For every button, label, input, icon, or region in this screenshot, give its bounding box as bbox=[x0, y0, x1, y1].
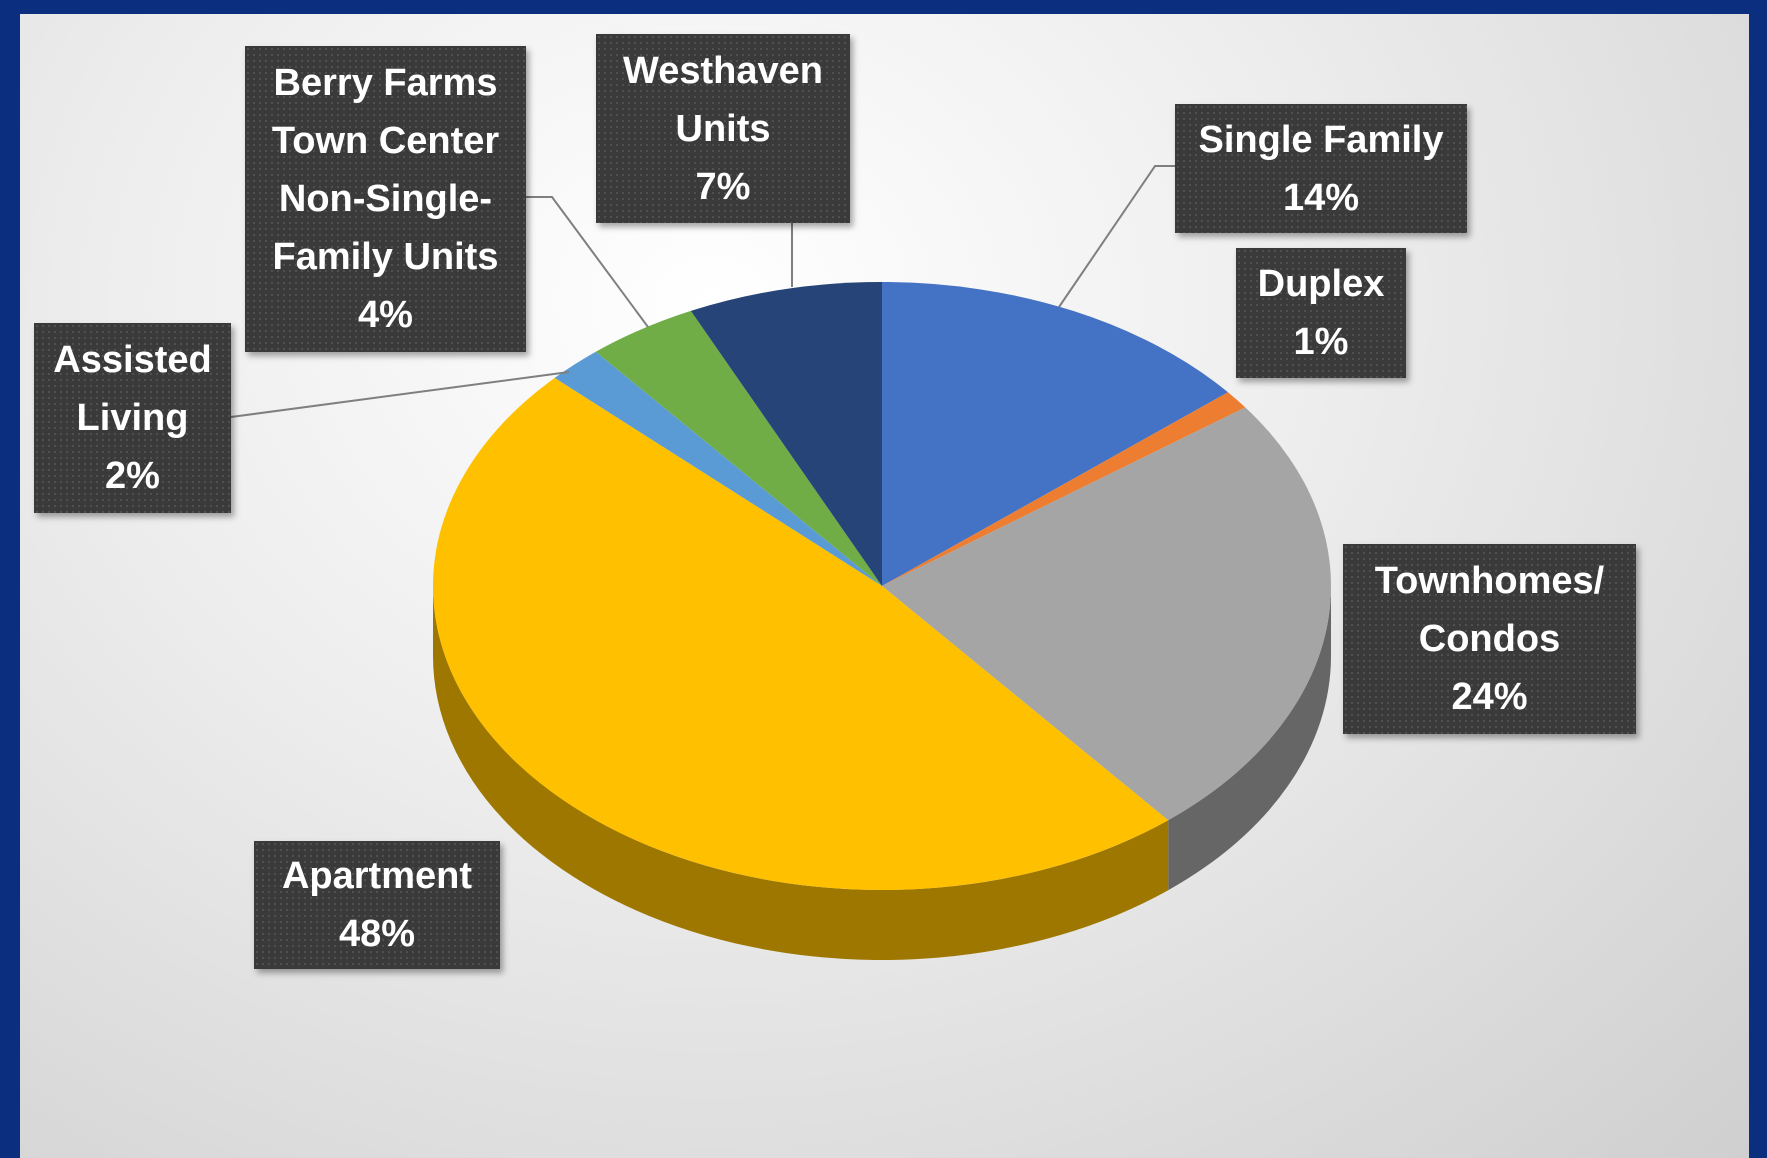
leader-line bbox=[1058, 165, 1175, 308]
leader-line bbox=[230, 371, 570, 418]
data-label: Townhomes/ Condos 24% bbox=[1343, 544, 1636, 734]
label-name: Apartment bbox=[281, 855, 473, 897]
label-name: Townhomes/ Condos bbox=[1374, 560, 1605, 660]
data-label: Assisted Living 2% bbox=[34, 323, 231, 513]
data-label: Single Family 14% bbox=[1175, 104, 1467, 233]
data-label: Duplex 1% bbox=[1236, 248, 1406, 378]
label-name: Duplex bbox=[1257, 263, 1385, 305]
leader-line bbox=[526, 196, 649, 328]
label-value: 14% bbox=[1282, 176, 1360, 219]
label-value: 4% bbox=[358, 294, 413, 336]
data-label: Westhaven Units 7% bbox=[596, 34, 850, 223]
label-name: Westhaven Units bbox=[623, 49, 823, 150]
label-name: Berry Farms Town Center Non-Single-Famil… bbox=[271, 62, 500, 278]
pie-sides bbox=[433, 586, 1331, 960]
label-name: Assisted Living bbox=[53, 339, 212, 439]
pie-slice bbox=[595, 310, 882, 586]
data-label: Berry Farms Town Center Non-Single-Famil… bbox=[245, 46, 526, 352]
pie bbox=[432, 282, 1331, 960]
pie-slice bbox=[554, 351, 882, 586]
slice-side bbox=[433, 586, 1169, 960]
pie-slice bbox=[882, 407, 1331, 821]
pie-slice bbox=[432, 377, 1169, 891]
label-value: 7% bbox=[695, 165, 751, 208]
label-value: 24% bbox=[1451, 676, 1528, 718]
pie-slice bbox=[882, 282, 1228, 586]
data-label: Apartment 48% bbox=[254, 841, 500, 969]
plot-area: Single Family 14% Duplex 1% Townhomes/ C… bbox=[20, 14, 1749, 1158]
pie-slice bbox=[690, 282, 882, 586]
slice-side bbox=[1168, 586, 1331, 891]
pie-slice bbox=[882, 392, 1246, 586]
label-value: 1% bbox=[1293, 321, 1349, 363]
leader-lines bbox=[230, 165, 1175, 418]
pie-tops bbox=[432, 282, 1331, 891]
label-value: 48% bbox=[338, 913, 416, 955]
label-value: 2% bbox=[105, 455, 160, 497]
chart bbox=[230, 165, 1331, 960]
label-name: Single Family bbox=[1198, 118, 1444, 161]
